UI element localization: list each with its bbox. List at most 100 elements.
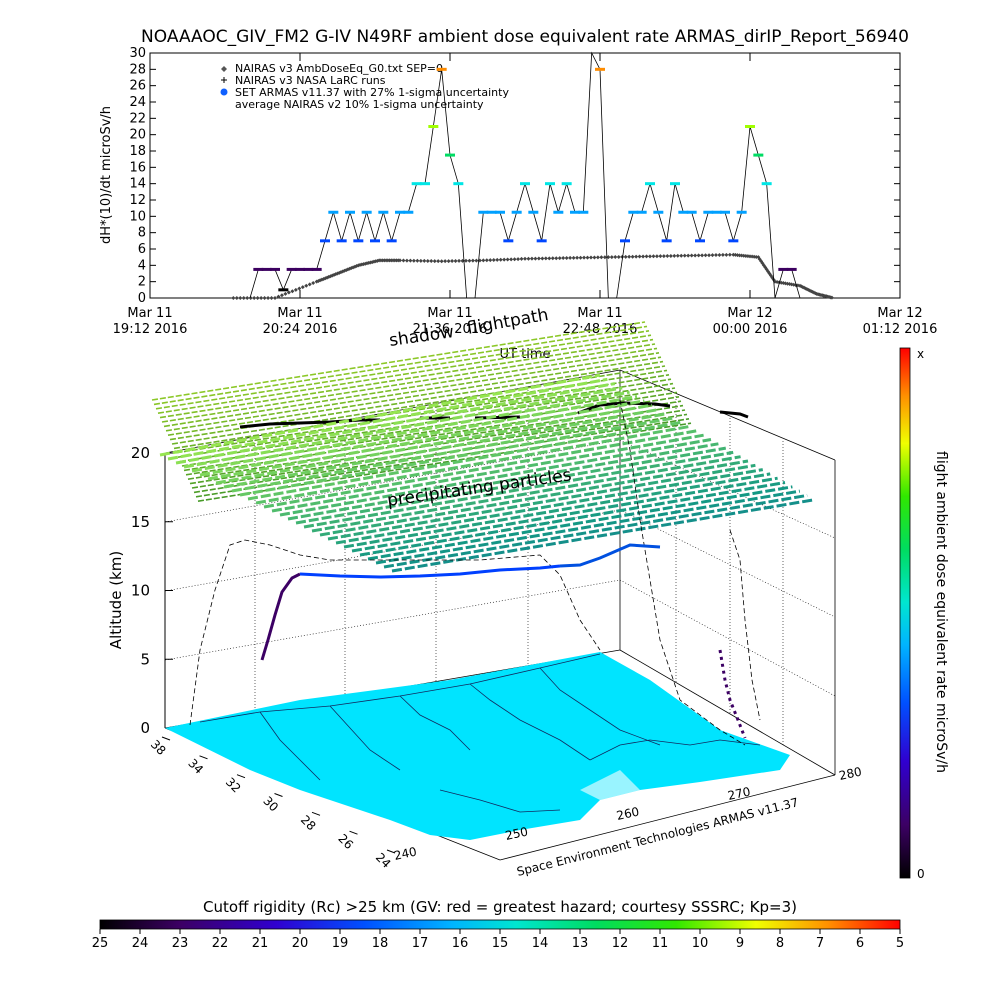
legend-plus-icon [221,77,227,83]
legend-entry: average NAIRAS v2 10% 1-sigma uncertaint… [235,98,484,111]
naiiras-point [547,256,552,261]
naiiras-point [529,256,534,261]
naiiras-point [672,253,677,258]
precip-row [311,455,741,533]
naiiras-point [696,253,701,258]
naiiras-point [457,258,462,263]
naiiras-point [467,258,472,263]
legend-dot-icon [220,88,228,96]
lat-tick [311,811,321,816]
naiiras-point [293,287,298,292]
precip-row [271,433,704,513]
naiiras-point [453,258,458,263]
naiiras-point [238,296,243,300]
cutoff-rigidity-scale: Cutoff rigidity (Rc) >25 km (GV: red = g… [92,898,904,951]
naiiras-point [505,257,510,262]
naiiras-point [689,253,694,258]
y-tick-label: 2 [138,275,146,290]
z-axis-label: Altitude (km) [107,551,125,649]
naiiras-point [582,255,587,260]
lat-tick [199,755,208,760]
colorbar-vertical [899,347,911,879]
annotation-shadow: shadow [388,322,455,351]
flight-ground-track [729,529,761,721]
naiiras-point [498,257,503,262]
lon-tick-label: 250 [504,824,529,842]
z-tick-label: 20 [131,444,150,462]
naiiras-point [484,258,489,263]
y-tick-label: 26 [129,79,146,94]
lon-tick-label: 260 [615,804,640,822]
z-tick-label: 5 [140,650,150,668]
z-axis: 0 5 10 15 20 [131,444,173,737]
y-tick-label: 18 [129,144,146,159]
scale-tick-label: 10 [692,936,709,951]
naiiras-point [533,256,538,261]
lat-tick-label: 26 [335,831,356,852]
scale-tick-label: 22 [212,936,229,951]
naiiras-point [602,255,607,260]
scale-tick-label: 17 [412,936,429,951]
longitude-axis: 240 250 260 270 280 [393,764,863,862]
precip-row [263,429,697,509]
naiiras-point [693,253,698,258]
naiiras-point [679,253,684,258]
naiiras-point [255,296,260,300]
lat-tick [386,849,396,854]
scale-tick-label: 16 [452,936,469,951]
lat-tick [349,830,358,835]
naiiras-point [720,252,725,257]
shadow-row [157,334,652,414]
lat-tick-label: 32 [223,775,244,796]
precip-row [207,399,645,481]
precip-row [247,420,682,501]
precip-row [343,472,771,549]
plot-frame [149,52,901,299]
naiiras-point [290,289,295,294]
precip-row [287,442,719,521]
legend: NAIRAS v3 AmbDoseEq_G0.txt SEP=0 NAIRAS … [220,62,509,111]
shadow-plane [151,321,692,502]
naiiras-point [516,257,521,262]
naiiras-point [829,295,834,300]
naiiras-point [283,291,288,296]
naiiras-point [616,254,621,259]
shadow-row [163,347,658,428]
y-tick-label: 14 [129,177,146,192]
lat-tick-label: 30 [260,794,281,815]
altitude-3d-panel: 0 5 10 15 20 Altitude (km) [107,305,949,881]
shadow-row [151,321,646,401]
precip-row [383,493,808,569]
naiiras-point [425,258,430,263]
legend-entry: NAIRAS v3 NASA LaRC runs [235,74,386,87]
precip-row [351,476,778,553]
x-tick-time: 00:00 2016 [713,322,788,337]
naiiras-point [422,258,427,263]
naiiras-point [588,255,593,260]
naiiras-point [637,254,642,259]
x-tick-date: Mar 12 [877,306,922,321]
shadow-row [155,330,650,410]
precip-row [279,438,712,517]
scale-tick-label: 15 [492,936,509,951]
naiiras-point [443,259,448,264]
naiiras-point [634,254,639,259]
precip-row [359,481,786,557]
x-tick-time: 21:36 2016 [413,322,488,337]
precip-row [375,489,801,565]
naiiras-point [495,257,500,262]
naiiras-point [231,296,236,300]
scale-tick-label: 13 [572,936,589,951]
lon-tick-label: 270 [726,784,751,802]
naiiras-point [578,255,583,260]
flightpath-3d [260,543,747,739]
naiiras-point [651,254,656,259]
naiiras-point [675,253,680,258]
colorbar-bottom-label: 0 [917,867,925,881]
precip-row [319,459,749,537]
scale-tick-label: 5 [896,936,904,951]
precip-row [167,377,608,461]
naiiras-point [630,254,635,259]
